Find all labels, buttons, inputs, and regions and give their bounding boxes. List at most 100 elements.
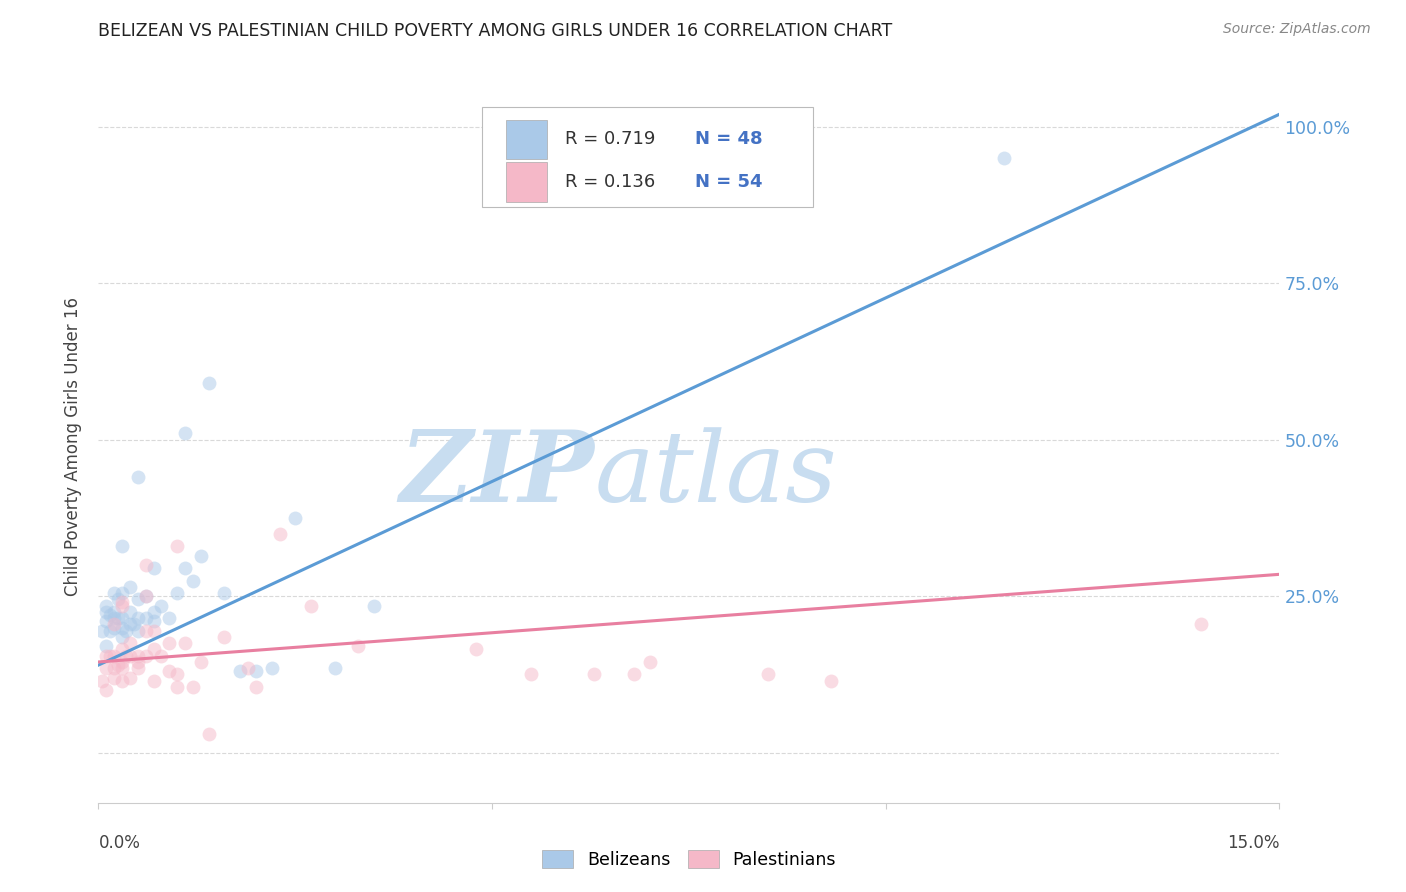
Point [245,665,267,679]
Point [118,671,141,685]
Point [166,586,188,600]
Point [638,655,661,669]
Point [127,592,149,607]
Point [284,511,307,525]
Bar [506,162,547,202]
Point [181,574,204,588]
Point [260,661,283,675]
Point [583,667,606,681]
Text: ZIP: ZIP [399,426,595,523]
Text: R = 0.719: R = 0.719 [565,130,655,148]
Point [756,667,779,681]
Point [190,655,212,669]
Point [174,636,197,650]
Point [118,580,141,594]
Point [299,599,322,613]
Point [111,621,134,635]
Point [127,661,149,675]
Text: 15.0%: 15.0% [1227,834,1279,852]
Point [111,642,134,657]
Point [142,605,165,619]
Text: 0.0%: 0.0% [98,834,141,852]
Point [323,661,346,675]
Point [96,661,118,675]
Point [135,589,157,603]
Point [103,611,125,625]
Point [197,376,219,391]
Point [820,673,842,688]
Point [103,621,125,635]
Point [122,617,145,632]
Point [111,586,134,600]
Point [107,611,129,625]
Point [214,630,236,644]
Legend: Belizeans, Palestinians: Belizeans, Palestinians [534,844,844,876]
Point [623,667,645,681]
Point [363,599,385,613]
Point [142,624,165,638]
Point [98,648,121,663]
Point [127,611,149,625]
Point [127,655,149,669]
Text: atlas: atlas [595,427,837,522]
Point [107,658,129,673]
Point [142,614,165,628]
Point [96,605,118,619]
Point [465,642,488,657]
Point [135,648,157,663]
Point [96,599,118,613]
Point [103,671,125,685]
Point [103,586,125,600]
Point [166,680,188,694]
Text: Source: ZipAtlas.com: Source: ZipAtlas.com [1223,22,1371,37]
Point [103,661,125,675]
Point [103,605,125,619]
Point [96,614,118,628]
Point [115,624,138,638]
Point [135,611,157,625]
Point [174,426,197,441]
Point [96,683,118,698]
Point [98,624,121,638]
Point [166,667,188,681]
Text: BELIZEAN VS PALESTINIAN CHILD POVERTY AMONG GIRLS UNDER 16 CORRELATION CHART: BELIZEAN VS PALESTINIAN CHILD POVERTY AM… [98,22,893,40]
Text: R = 0.136: R = 0.136 [565,173,655,191]
Point [96,648,118,663]
Point [135,558,157,572]
Point [347,640,370,654]
Point [127,648,149,663]
FancyBboxPatch shape [482,107,813,207]
Point [135,589,157,603]
Point [118,636,141,650]
Point [181,680,204,694]
Point [157,665,180,679]
Point [150,599,173,613]
Point [993,151,1015,165]
Point [111,539,134,553]
Point [157,636,180,650]
Bar [506,120,547,159]
Point [269,526,291,541]
Text: N = 54: N = 54 [695,173,762,191]
Point [111,673,134,688]
Point [150,648,173,663]
Point [111,630,134,644]
Point [111,595,134,609]
Point [107,592,129,607]
Point [229,665,252,679]
Y-axis label: Child Poverty Among Girls Under 16: Child Poverty Among Girls Under 16 [65,296,83,596]
Point [111,655,134,669]
Point [91,624,114,638]
Point [166,539,188,553]
Point [1189,617,1212,632]
Point [197,727,219,741]
Point [127,624,149,638]
Point [91,673,114,688]
Point [135,624,157,638]
Point [127,470,149,484]
Point [111,599,134,613]
Point [174,561,197,575]
Point [118,648,141,663]
Point [98,607,121,622]
Point [142,561,165,575]
